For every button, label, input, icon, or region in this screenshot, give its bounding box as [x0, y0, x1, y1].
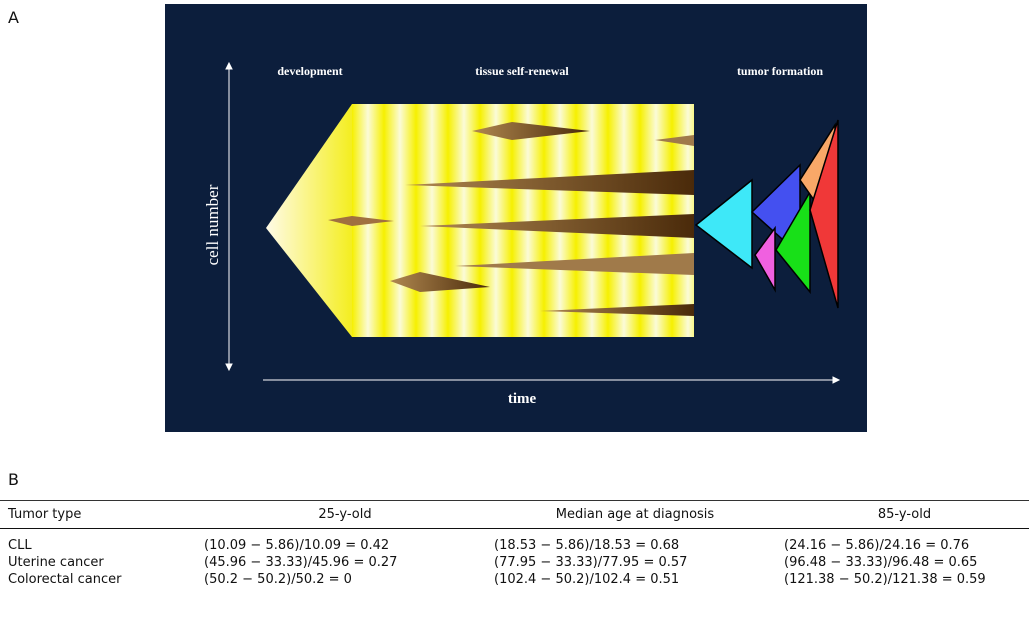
- row-label: Uterine cancer: [0, 554, 200, 571]
- table-cell: (18.53 − 5.86)/18.53 = 0.68: [490, 529, 780, 555]
- column-header: 25-y-old: [200, 501, 490, 529]
- column-header: Median age at diagnosis: [490, 501, 780, 529]
- column-header: 85-y-old: [780, 501, 1029, 529]
- panel-label: B: [8, 470, 19, 489]
- table-cell: (96.48 − 33.33)/96.48 = 0.65: [780, 554, 1029, 571]
- table-cell: (77.95 − 33.33)/77.95 = 0.57: [490, 554, 780, 571]
- table-cell: (24.16 − 5.86)/24.16 = 0.76: [780, 529, 1029, 555]
- column-header: Tumor type: [0, 501, 200, 529]
- stage-label: tissue self-renewal: [475, 64, 569, 78]
- table-row: Uterine cancer(45.96 − 33.33)/45.96 = 0.…: [0, 554, 1029, 571]
- table-cell: (50.2 − 50.2)/50.2 = 0: [200, 571, 490, 588]
- table-cell: (45.96 − 33.33)/45.96 = 0.27: [200, 554, 490, 571]
- x-axis-label: time: [508, 391, 537, 407]
- table-row: CLL(10.09 − 5.86)/10.09 = 0.42(18.53 − 5…: [0, 529, 1029, 555]
- row-label: Colorectal cancer: [0, 571, 200, 588]
- y-axis-label: cell number: [203, 184, 222, 265]
- table-body: CLL(10.09 − 5.86)/10.09 = 0.42(18.53 − 5…: [0, 529, 1029, 589]
- diagram: development tissue self-renewal tumor fo…: [0, 0, 1029, 440]
- table-row: Colorectal cancer(50.2 − 50.2)/50.2 = 0(…: [0, 571, 1029, 588]
- table-cell: (10.09 − 5.86)/10.09 = 0.42: [200, 529, 490, 555]
- table-cell: (102.4 − 50.2)/102.4 = 0.51: [490, 571, 780, 588]
- stage-label: tumor formation: [737, 64, 823, 78]
- stage-label: development: [277, 64, 342, 78]
- page: {"panel_a": {"label": "A", "development"…: [0, 0, 1029, 617]
- table-cell: (121.38 − 50.2)/121.38 = 0.59: [780, 571, 1029, 588]
- row-label: CLL: [0, 529, 200, 555]
